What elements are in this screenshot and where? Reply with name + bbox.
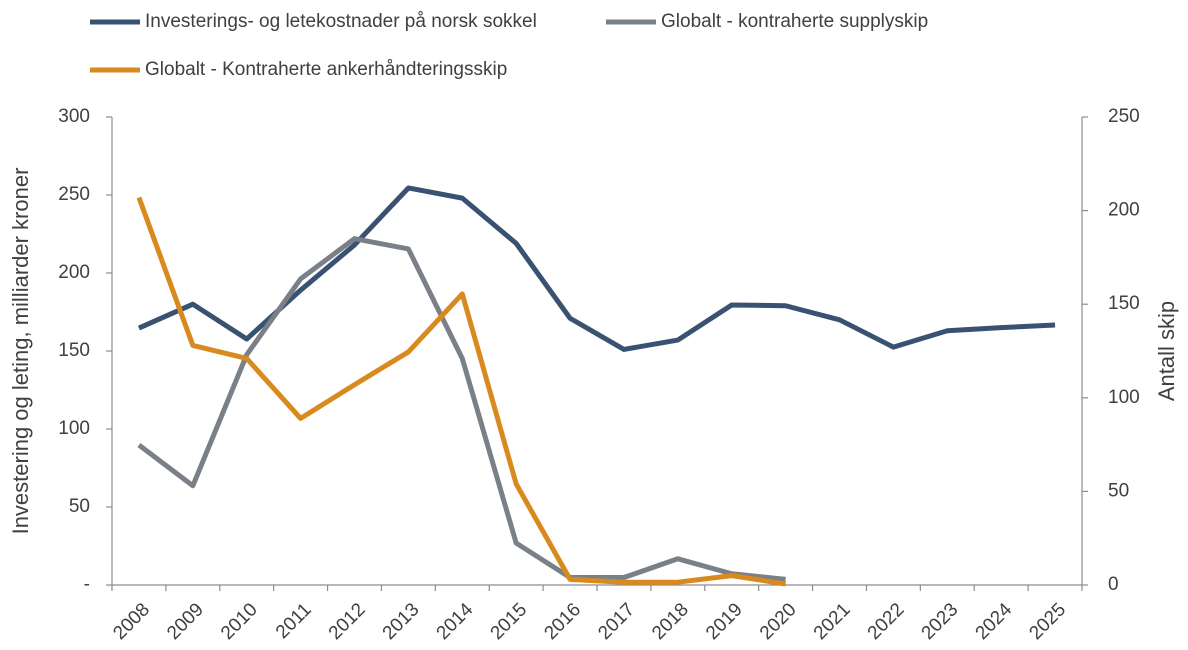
legend-label: Globalt - Kontraherte ankerhåndteringssk… <box>145 59 507 80</box>
y-axis-title: Investering og leting, milliarder kroner <box>8 168 33 535</box>
series-line <box>136 196 786 587</box>
x-tick-label: 2018 <box>648 599 693 644</box>
y-tick-label: 200 <box>58 262 90 283</box>
x-tick-label: 2023 <box>918 599 963 644</box>
y2-tick-label: 50 <box>1108 480 1129 501</box>
legend-label: Investerings- og letekostnader på norsk … <box>145 11 537 32</box>
y2-tick-label: 0 <box>1108 574 1119 595</box>
y-tick-label: 300 <box>58 106 90 127</box>
y-tick-label: 250 <box>58 184 90 205</box>
x-tick-label: 2015 <box>487 599 532 644</box>
x-tick-label: 2014 <box>433 599 478 644</box>
x-tick-label: 2012 <box>325 599 370 644</box>
x-tick-label: 2009 <box>163 599 208 644</box>
x-tick-label: 2021 <box>810 599 855 644</box>
x-tick-label: 2017 <box>594 599 639 644</box>
x-tick-label: 2016 <box>540 599 585 644</box>
y2-tick-label: 250 <box>1108 106 1140 127</box>
x-tick-label: 2008 <box>109 599 154 644</box>
y2-tick-label: 150 <box>1108 293 1140 314</box>
series-line <box>137 185 1056 352</box>
series-line <box>137 236 786 582</box>
y2-axis-title: Antall skip <box>1154 301 1179 401</box>
x-tick-label: 2020 <box>756 599 801 644</box>
x-tick-label: 2024 <box>972 599 1017 644</box>
y-tick-label: 100 <box>58 418 90 439</box>
legend-label: Globalt - kontraherte supplyskip <box>661 11 928 32</box>
y-tick-label: 50 <box>69 496 90 517</box>
x-tick-label: 2010 <box>217 599 262 644</box>
x-tick-label: 2022 <box>864 599 909 644</box>
y2-tick-label: 200 <box>1108 200 1140 221</box>
x-tick-label: 2025 <box>1025 599 1070 644</box>
y-tick-label: 150 <box>58 340 90 361</box>
x-tick-label: 2013 <box>379 599 424 644</box>
y2-tick-label: 100 <box>1108 387 1140 408</box>
y-tick-label: - <box>84 574 90 595</box>
x-tick-label: 2019 <box>702 599 747 644</box>
x-tick-label: 2011 <box>272 599 316 643</box>
